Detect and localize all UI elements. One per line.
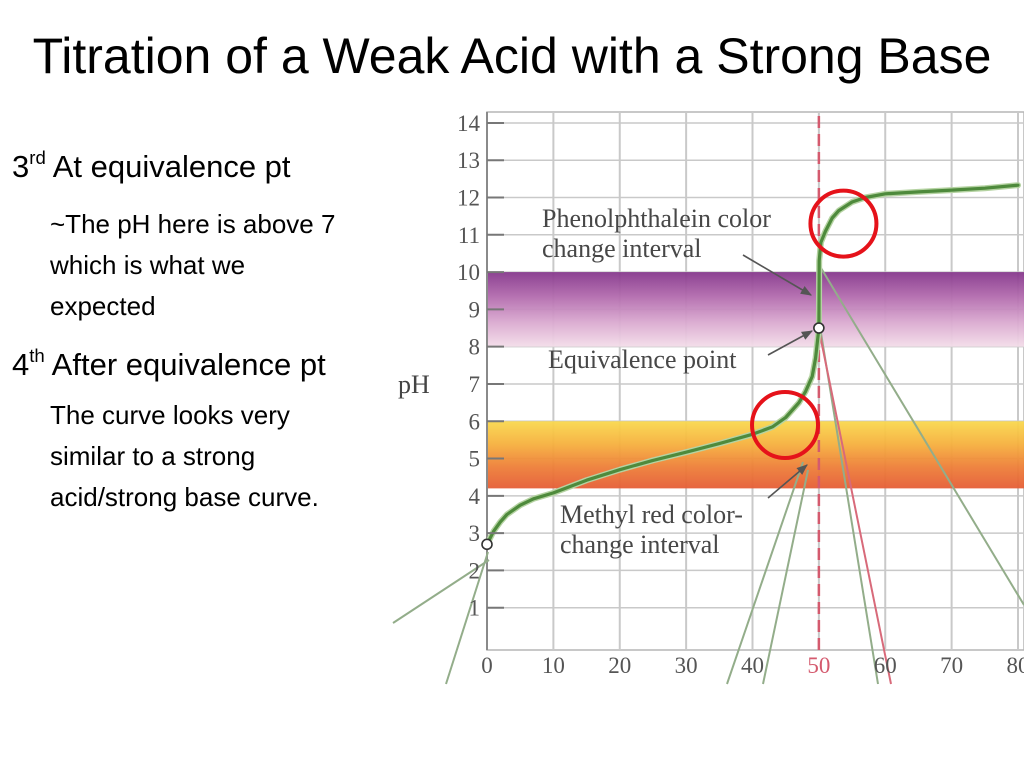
annotations: Phenolphthalein color change interval Eq… bbox=[542, 204, 777, 559]
curve-markers bbox=[481, 322, 825, 551]
annotation-methyl-red: Methyl red color- change interval bbox=[560, 500, 749, 559]
y-axis-label: pH bbox=[398, 370, 430, 399]
y-tick-label: 12 bbox=[457, 186, 480, 211]
phenolphthalein-band bbox=[487, 272, 1024, 347]
annotation-line: Methyl red color- bbox=[560, 500, 743, 529]
x-tick-label: 80 bbox=[1007, 653, 1024, 678]
point-number: 4 bbox=[12, 347, 30, 382]
y-tick-label: 6 bbox=[469, 409, 481, 434]
y-tick-label: 2 bbox=[469, 558, 481, 583]
y-tick-label: 1 bbox=[469, 596, 481, 621]
point-detail-equivalence: ~The pH here is above 7 which is what we… bbox=[50, 209, 336, 321]
equivalence-pointer bbox=[767, 330, 813, 356]
annotation-phenolphthalein: Phenolphthalein color change interval bbox=[542, 204, 777, 263]
guide-line bbox=[392, 559, 490, 624]
point-number: 3 bbox=[12, 149, 30, 184]
annotation-equivalence-point: Equivalence point bbox=[548, 345, 737, 374]
x-tick-label: 20 bbox=[608, 653, 631, 678]
x-tick-label: 50 bbox=[807, 653, 830, 678]
initial-point-marker bbox=[481, 538, 493, 551]
guide-line bbox=[820, 267, 1024, 606]
guide-line bbox=[726, 461, 804, 685]
point-ordinal: rd bbox=[29, 146, 46, 168]
equivalence-point-marker bbox=[813, 322, 825, 334]
highlight-circles bbox=[750, 188, 879, 460]
y-tick-label: 13 bbox=[457, 148, 480, 173]
x-tick-label: 60 bbox=[874, 653, 897, 678]
highlight-circle bbox=[808, 188, 879, 259]
slide-title: Titration of a Weak Acid with a Strong B… bbox=[32, 28, 992, 84]
y-tick-label: 5 bbox=[469, 447, 481, 472]
x-tick-label: 30 bbox=[675, 653, 698, 678]
methyl-red-pointer bbox=[767, 464, 808, 499]
guide-line bbox=[445, 551, 489, 685]
point-heading-equivalence: 3rd At equivalence pt bbox=[12, 147, 291, 187]
x-tick-label: 40 bbox=[741, 653, 764, 678]
y-tick-label: 7 bbox=[469, 372, 481, 397]
y-tick-label: 11 bbox=[458, 223, 480, 248]
y-tick-label: 14 bbox=[457, 111, 481, 136]
phenolphthalein-pointer bbox=[742, 254, 812, 296]
x-tick-label: 0 bbox=[481, 653, 493, 678]
x-tick-label: 70 bbox=[940, 653, 963, 678]
y-tick-label: 9 bbox=[469, 297, 481, 322]
y-tick-label: 3 bbox=[469, 521, 481, 546]
x-tick-label: 10 bbox=[542, 653, 565, 678]
point-ordinal: th bbox=[29, 344, 45, 366]
point-heading-after-equivalence: 4th After equivalence pt bbox=[12, 345, 326, 385]
titration-chart: Phenolphthalein color change interval Eq… bbox=[392, 111, 1024, 685]
guide-line-red bbox=[818, 329, 892, 685]
point-heading-text: At equivalence pt bbox=[52, 149, 291, 184]
point-heading-text: After equivalence pt bbox=[51, 347, 326, 382]
guide-line bbox=[762, 469, 809, 685]
y-tick-label: 4 bbox=[469, 484, 481, 509]
annotation-line: change interval bbox=[542, 234, 702, 263]
y-tick-label: 10 bbox=[457, 260, 480, 285]
annotation-line: Equivalence point bbox=[548, 345, 737, 374]
annotation-pointers bbox=[742, 254, 813, 499]
plot-background bbox=[486, 111, 1024, 651]
point-detail-after-equivalence: The curve looks very similar to a strong… bbox=[50, 400, 319, 512]
highlight-circle bbox=[750, 389, 821, 460]
y-tick-label: 8 bbox=[469, 335, 481, 360]
annotation-line: Phenolphthalein color bbox=[542, 204, 771, 233]
annotation-line: change interval bbox=[560, 530, 720, 559]
